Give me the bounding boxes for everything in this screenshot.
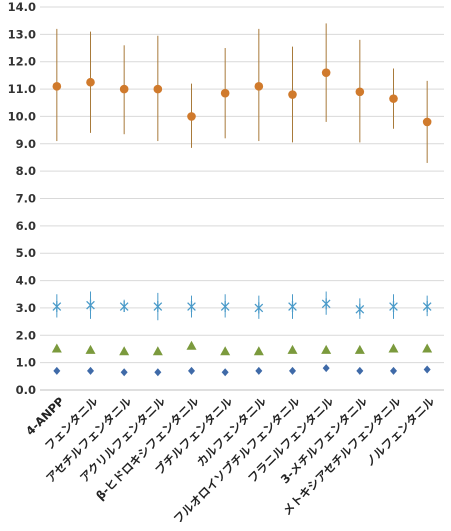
data-point-circle [153,84,163,94]
y-tick-label: 3.0 [16,301,36,315]
data-point-circle [288,90,297,99]
y-tick-label: 8.0 [16,164,36,178]
data-point-diamond [289,366,296,375]
data-point-star [187,301,196,313]
data-point-star [422,301,432,313]
y-tick-label: 7.0 [16,192,36,206]
y-tick-label: 2.0 [16,328,36,342]
y-tick-label: 4.0 [16,274,36,288]
data-point-triangle [388,343,399,353]
y-tick-label: 10.0 [8,109,36,123]
data-point-star [355,303,365,315]
data-point-circle [355,87,365,97]
data-point-triangle [119,346,130,356]
data-point-diamond [356,366,364,375]
data-point-diamond [53,366,61,375]
data-point-star [153,301,163,313]
y-tick-label: 14.0 [8,0,36,14]
data-point-star [254,302,264,314]
data-point-circle [254,82,264,91]
data-point-triangle [287,344,298,354]
data-point-triangle [85,344,96,354]
data-point-diamond [221,368,229,377]
y-tick-label: 13.0 [8,27,36,41]
data-point-star [321,298,331,310]
data-point-circle [187,112,196,121]
data-point-triangle [152,346,163,356]
data-point-circle [422,117,432,127]
data-point-circle [220,88,230,98]
y-axis: 0.0 1.0 2.0 3.0 4.0 5.0 6.0 7.0 8.0 9.0 10.0 11.0 12… [8,0,36,397]
data-point-circle [321,68,331,77]
grid-layer [40,6,444,391]
data-point-triangle [422,343,433,353]
y-tick-label: 1.0 [16,356,36,370]
y-tick-label: 6.0 [16,219,36,233]
data-point-triangle [51,343,62,353]
data-point-triangle [321,344,332,354]
y-tick-label: 0.0 [16,383,36,397]
error-bars [56,23,428,321]
data-point-diamond [188,366,195,375]
data-point-star [119,301,129,313]
y-tick-label: 9.0 [16,137,36,151]
data-point-diamond [154,368,162,377]
data-point-diamond [255,366,263,375]
data-point-triangle [220,346,231,356]
y-tick-label: 12.0 [8,55,36,69]
data-point-circle [119,84,129,94]
y-tick-label: 5.0 [16,246,36,260]
x-axis: 4-ANPPフェンタニルアセチルフェンタニルアクリルフェンタニルβ-ヒドロキシフ… [23,394,438,526]
data-point-star [86,299,95,311]
data-point-star [220,301,230,313]
y-tick-label: 11.0 [8,82,36,96]
data-point-triangle [253,346,264,356]
data-point-circle [86,77,95,87]
data-point-star [52,301,62,313]
data-point-diamond [322,364,330,373]
data-point-circle [389,94,398,103]
data-point-diamond [87,366,94,375]
data-point-star [288,301,297,313]
data-point-diamond [390,366,397,375]
data-point-circle [52,82,62,91]
data-point-star [389,301,398,313]
data-point-triangle [354,344,365,354]
markers [51,68,433,377]
data-point-diamond [423,365,431,374]
data-point-triangle [186,340,197,350]
data-point-diamond [120,368,128,377]
